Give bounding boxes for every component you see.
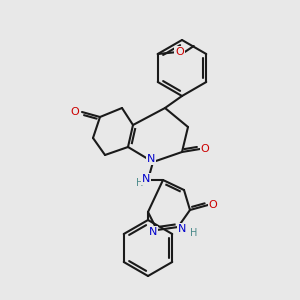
- Text: N: N: [142, 174, 150, 184]
- Text: O: O: [70, 107, 80, 117]
- Text: O: O: [176, 47, 184, 57]
- Text: N: N: [147, 154, 155, 164]
- Text: O: O: [201, 144, 209, 154]
- Text: H: H: [136, 178, 144, 188]
- Text: H: H: [190, 228, 198, 238]
- Text: N: N: [178, 224, 186, 234]
- Text: O: O: [208, 200, 217, 210]
- Text: N: N: [149, 227, 157, 237]
